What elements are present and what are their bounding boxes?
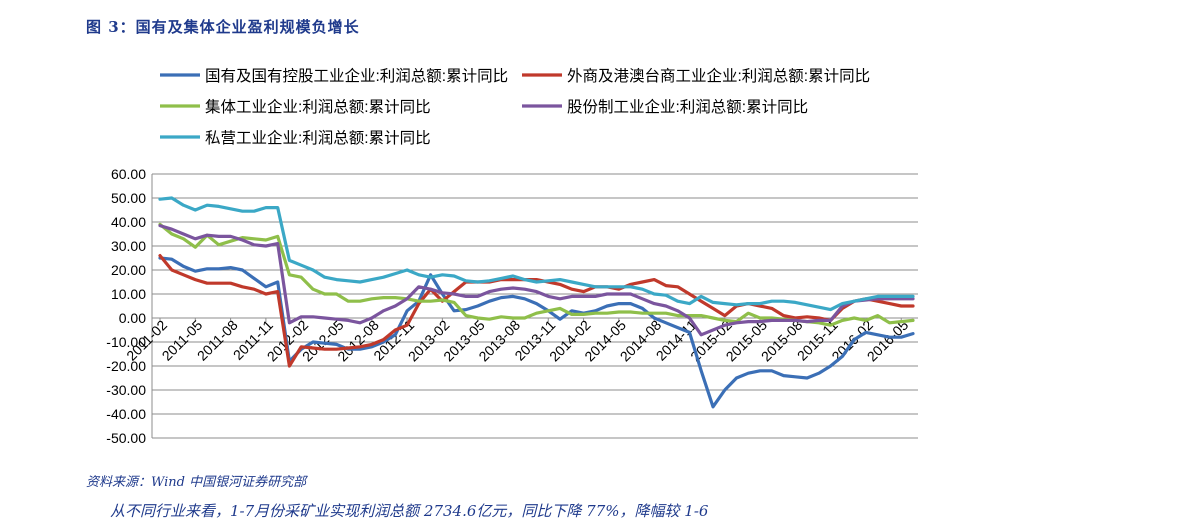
legend-label-5: 私营工业企业:利润总额:累计同比 [205,129,431,147]
y-tick-label: 10.00 [111,286,146,302]
x-axis-tick-labels: 2011-022011-052011-082011-112012-022012-… [123,317,911,365]
y-tick-label: 0.00 [119,310,146,326]
chart-series-lines [158,196,915,409]
chart-grid [151,173,918,439]
y-tick-label: 60.00 [111,166,146,182]
source-note: 资料来源：Wind 中国银河证券研究部 [86,475,307,490]
series-line-2 [158,254,915,368]
y-tick-label: 20.00 [111,262,146,278]
y-tick-label: 50.00 [111,190,146,206]
y-tick-label: -20.00 [106,358,146,374]
y-tick-label: -30.00 [106,382,146,398]
series-line-4 [158,224,915,337]
y-tick-label: -10.00 [106,334,146,350]
legend-label-3: 集体工业企业:利润总额:累计同比 [205,98,431,116]
y-tick-label: 30.00 [111,238,146,254]
body-paragraph: 从不同行业来看，1-7月份采矿业实现利润总额 2734.6亿元，同比下降 77%… [110,502,709,520]
y-tick-label: -50.00 [106,430,146,446]
chart-legend: 国有及国有控股工业企业:利润总额:累计同比 外商及港澳台商工业企业:利润总额:累计… [160,67,870,147]
series-line-3 [158,222,915,327]
figure-title: 图 3：国有及集体企业盈利规模负增长 [86,18,360,36]
series-line-5 [158,196,915,312]
legend-label-4: 股份制工业企业:利润总额:累计同比 [567,98,808,116]
legend-label-1: 国有及国有控股工业企业:利润总额:累计同比 [205,67,508,85]
y-tick-label: 40.00 [111,214,146,230]
y-tick-label: -40.00 [106,406,146,422]
line-chart: 国有及国有控股工业企业:利润总额:累计同比 外商及港澳台商工业企业:利润总额:累计… [106,67,918,446]
legend-label-2: 外商及港澳台商工业企业:利润总额:累计同比 [567,67,870,85]
y-axis-tick-labels: 60.00 50.00 40.00 30.00 20.00 10.00 0.00 -10.00… [106,166,146,446]
